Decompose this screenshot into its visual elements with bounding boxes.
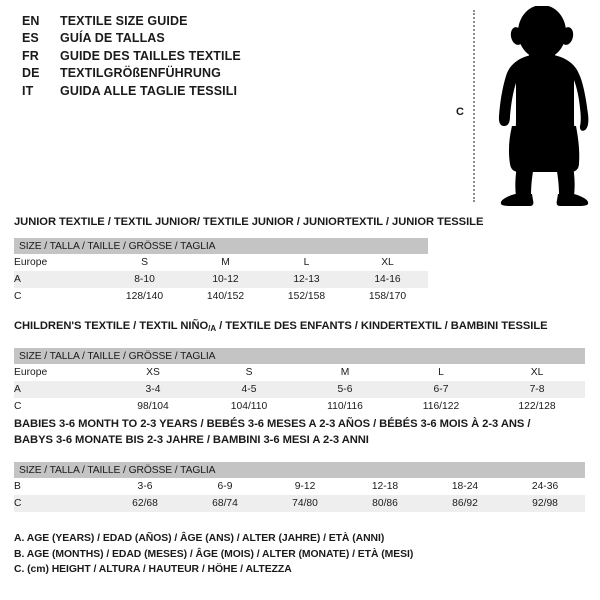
height-measure-label: C <box>456 106 464 118</box>
legend-line: B. AGE (MONTHS) / EDAD (MESES) / ÂGE (MO… <box>14 548 414 560</box>
babies-heading-line1: BABIES 3-6 MONTH TO 2-3 YEARS / BEBÉS 3-… <box>14 418 531 430</box>
language-row: EN TEXTILE SIZE GUIDE <box>22 14 442 31</box>
language-code: DE <box>22 66 40 81</box>
language-row: ES GUÍA DE TALLAS <box>22 31 442 48</box>
table-cell: 9-12 <box>294 481 316 492</box>
table-cell: 98/104 <box>137 401 169 412</box>
table-cell: 140/152 <box>206 291 245 302</box>
table-band-row: SIZE / TALLA / TAILLE / GRÖSSE / TAGLIA <box>14 238 428 254</box>
row-label: B <box>14 481 21 492</box>
language-code: EN <box>22 14 40 28</box>
table-cell: 86/92 <box>425 495 505 512</box>
table-cell: 92/98 <box>505 495 586 512</box>
table-cell: 6-9 <box>217 481 233 492</box>
language-row: IT GUIDA ALLE TAGLIE TESSILI <box>22 84 442 101</box>
table-row: Europe XS S M L XL <box>14 364 585 381</box>
table-cell: 152/158 <box>287 291 326 302</box>
table-row: A 8-10 10-12 12-13 14-16 <box>14 271 428 288</box>
table-cell: 12-13 <box>266 271 347 288</box>
row-label: C <box>14 291 22 302</box>
table-cell: 122/128 <box>518 401 556 412</box>
table-cell: 7-8 <box>489 381 586 398</box>
table-cell: 80/86 <box>345 495 425 512</box>
legend-block: A. AGE (YEARS) / EDAD (AÑOS) / ÂGE (ANS)… <box>14 533 574 580</box>
table-cell: 74/80 <box>265 495 345 512</box>
language-code: ES <box>22 31 39 46</box>
table-cell: 12-18 <box>371 481 399 492</box>
table-cell: 104/110 <box>230 401 268 412</box>
language-title: TEXTILGRÖßENFÜHRUNG <box>60 66 221 81</box>
table-cell: XL <box>530 367 544 378</box>
table-cell: L <box>438 367 444 378</box>
table-row: C 98/104 104/110 110/116 116/122 122/128 <box>14 398 585 415</box>
row-label: Europe <box>14 257 48 268</box>
row-label: C <box>14 495 105 512</box>
language-row: DE TEXTILGRÖßENFÜHRUNG <box>22 66 442 83</box>
row-label: Europe <box>14 367 48 378</box>
junior-section-heading: JUNIOR TEXTILE / TEXTIL JUNIOR/ TEXTILE … <box>14 216 484 228</box>
table-cell: XS <box>146 367 160 378</box>
table-row: B 3-6 6-9 9-12 12-18 18-24 24-36 <box>14 478 585 495</box>
height-measure-line <box>473 10 475 202</box>
table-row: C 62/68 68/74 74/80 80/86 86/92 92/98 <box>14 495 586 512</box>
table-cell: 110/116 <box>327 401 363 412</box>
table-cell: XL <box>381 257 394 268</box>
language-title: GUÍA DE TALLAS <box>60 31 165 46</box>
table-cell: 3-4 <box>105 381 201 398</box>
row-label: C <box>14 401 22 412</box>
legend-line: A. AGE (YEARS) / EDAD (AÑOS) / ÂGE (ANS)… <box>14 533 385 544</box>
table-cell: M <box>340 367 350 378</box>
children-section-heading: CHILDREN'S TEXTILE / TEXTIL NIÑO/A / TEX… <box>14 320 548 333</box>
language-title-block: EN TEXTILE SIZE GUIDE ES GUÍA DE TALLAS … <box>22 14 442 101</box>
table-cell: 10-12 <box>185 271 266 288</box>
row-label: A <box>14 381 105 398</box>
table-cell: S <box>245 367 253 378</box>
babies-size-table: SIZE / TALLA / TAILLE / GRÖSSE / TAGLIA … <box>14 462 586 512</box>
language-code: FR <box>22 48 39 63</box>
language-title: GUIDA ALLE TAGLIE TESSILI <box>60 83 238 98</box>
table-cell: 116/122 <box>422 401 460 412</box>
language-row: FR GUIDE DES TAILLES TEXTILE <box>22 49 442 66</box>
toddler-silhouette-icon <box>498 6 589 206</box>
table-cell: 18-24 <box>451 481 479 492</box>
table-cell: 24-36 <box>531 481 559 492</box>
table-cell: S <box>141 257 148 268</box>
junior-size-table: SIZE / TALLA / TAILLE / GRÖSSE / TAGLIA … <box>14 238 428 305</box>
table-row: A 3-4 4-5 5-6 6-7 7-8 <box>14 381 586 398</box>
table-cell: 62/68 <box>105 495 185 512</box>
table-row: Europe S M L XL <box>14 254 428 271</box>
row-label: A <box>14 271 104 288</box>
table-cell: 5-6 <box>297 381 393 398</box>
table-cell: 68/74 <box>185 495 265 512</box>
table-row: C 128/140 140/152 152/158 158/170 <box>14 288 428 305</box>
table-cell: 6-7 <box>393 381 489 398</box>
table-cell: 14-16 <box>347 271 428 288</box>
babies-section-heading: BABIES 3-6 MONTH TO 2-3 YEARS / BEBÉS 3-… <box>14 418 530 446</box>
children-size-table: SIZE / TALLA / TAILLE / GRÖSSE / TAGLIA … <box>14 348 586 415</box>
language-code: IT <box>22 83 34 98</box>
table-band-row: SIZE / TALLA / TAILLE / GRÖSSE / TAGLIA <box>14 462 586 478</box>
table-cell: L <box>303 257 310 268</box>
language-title: GUIDE DES TAILLES TEXTILE <box>60 48 241 63</box>
table-cell: 8-10 <box>104 271 185 288</box>
children-heading-sub: /A <box>208 324 217 333</box>
table-cell: 4-5 <box>201 381 297 398</box>
babies-heading-line2: BABYS 3-6 MONATE BIS 2-3 JAHRE / BAMBINI… <box>14 433 369 446</box>
table-cell: 128/140 <box>125 291 164 302</box>
size-band-label: SIZE / TALLA / TAILLE / GRÖSSE / TAGLIA <box>14 462 586 478</box>
children-heading-post: / TEXTILE DES ENFANTS / KINDERTEXTIL / B… <box>216 320 548 332</box>
table-cell: M <box>221 257 230 268</box>
table-cell: 158/170 <box>368 291 407 302</box>
size-band-label: SIZE / TALLA / TAILLE / GRÖSSE / TAGLIA <box>14 348 586 364</box>
legend-line: C. (cm) HEIGHT / ALTURA / HAUTEUR / HÖHE… <box>14 564 292 575</box>
table-cell: 3-6 <box>137 481 153 492</box>
table-band-row: SIZE / TALLA / TAILLE / GRÖSSE / TAGLIA <box>14 348 586 364</box>
height-figure: C <box>440 0 600 212</box>
size-band-label: SIZE / TALLA / TAILLE / GRÖSSE / TAGLIA <box>14 238 428 254</box>
children-heading-pre: CHILDREN'S TEXTILE / TEXTIL NIÑO <box>14 320 209 332</box>
language-title: TEXTILE SIZE GUIDE <box>60 14 188 28</box>
